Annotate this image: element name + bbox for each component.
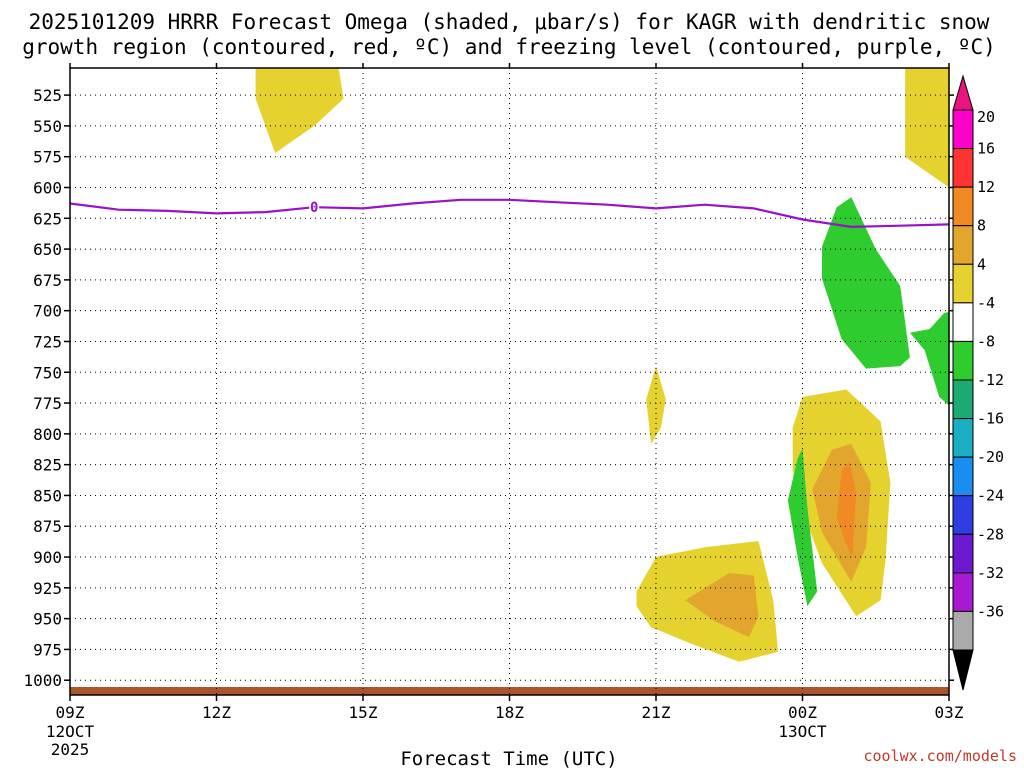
- x-tick-year-09Z: 2025: [51, 740, 90, 759]
- colorbar-swatch-3: [952, 225, 974, 265]
- colorbar-swatch-9: [952, 456, 974, 497]
- x-tick-label-03Z: 03Z: [935, 703, 964, 722]
- omega-negative-region-2: [787, 448, 818, 607]
- plot-area: 0 525 550 575 600 625 650 675 700 725 750 775 800 825…: [23, 63, 964, 759]
- x-tick-label-15Z: 15Z: [349, 703, 378, 722]
- freezing-level-line: [69, 198, 950, 229]
- colorbar-top-arrow: [952, 74, 974, 111]
- y-tick-label-550: 550: [33, 117, 62, 136]
- x-axis-label: Forecast Time (UTC): [400, 748, 617, 768]
- y-tick-label-725: 725: [33, 332, 62, 351]
- colorbar-label-10: -24: [977, 487, 1004, 505]
- omega-positive-region-4: [685, 573, 759, 638]
- colorbar-swatch-11: [952, 533, 974, 574]
- x-tick-label-21Z: 21Z: [642, 703, 671, 722]
- colorbar-label-4: 4: [977, 255, 986, 273]
- omega-positive-region-1: [905, 68, 949, 188]
- colorbar-label-0: 20: [977, 108, 995, 126]
- y-tick-label-900: 900: [33, 548, 62, 567]
- plot-frame: [69, 67, 950, 696]
- chart-title-line-1: 2025101209 HRRR Forecast Omega (shaded, …: [29, 10, 990, 34]
- colorbar-label-7: -12: [977, 371, 1004, 389]
- y-tick-label-825: 825: [33, 456, 62, 475]
- colorbar-swatch-5: [952, 302, 974, 342]
- y-tick-label-675: 675: [33, 271, 62, 290]
- y-tick-label-875: 875: [33, 517, 62, 536]
- colorbar-label-13: -36: [977, 602, 1004, 620]
- y-tick-label-650: 650: [33, 240, 62, 259]
- colorbar-label-2: 12: [977, 178, 995, 196]
- colorbar-label-6: -8: [977, 332, 995, 350]
- x-tick-date-00Z: 13OCT: [778, 722, 827, 741]
- x-tick-date-09Z: 12OCT: [46, 722, 95, 741]
- y-tick-label-750: 750: [33, 363, 62, 382]
- y-tick-label-800: 800: [33, 425, 62, 444]
- colorbar-swatch-12: [952, 572, 974, 612]
- colorbar-swatch-2: [952, 186, 974, 227]
- y-tick-label-1000: 1000: [23, 671, 62, 690]
- colorbar-label-9: -20: [977, 448, 1004, 466]
- chart-title-line-2: growth region (contoured, red, ºC) and f…: [22, 35, 996, 59]
- colorbar-swatch-0: [952, 109, 974, 150]
- omega-positive-region-7: [836, 461, 857, 557]
- colorbar-bottom-arrow: [952, 649, 974, 691]
- colorbar-swatch-13: [952, 610, 974, 651]
- x-tick-label-12Z: 12Z: [202, 703, 231, 722]
- x-tick-label-00Z: 00Z: [788, 703, 817, 722]
- y-tick-label-925: 925: [33, 579, 62, 598]
- colorbar-label-3: 8: [977, 217, 986, 235]
- y-tick-label-700: 700: [33, 302, 62, 321]
- colorbar-swatch-10: [952, 495, 974, 535]
- colorbar-label-8: -16: [977, 410, 1004, 428]
- colorbar-swatch-7: [952, 379, 974, 420]
- omega-negative-region-0: [822, 197, 910, 369]
- ground-strip: [70, 687, 949, 695]
- freezing-level-label-bg: [309, 200, 320, 215]
- colorbar: 20 16 12 8 4 -4 -8 -12 -16 -20 -24 -28 -32 -36: [952, 74, 1004, 691]
- colorbar-swatch-4: [952, 263, 974, 304]
- y-tick-label-950: 950: [33, 610, 62, 629]
- colorbar-label-11: -28: [977, 525, 1004, 543]
- omega-positive-region-0: [255, 68, 344, 153]
- y-tick-label-850: 850: [33, 486, 62, 505]
- y-tick-label-525: 525: [33, 86, 62, 105]
- y-tick-label-975: 975: [33, 640, 62, 659]
- y-tick-label-625: 625: [33, 209, 62, 228]
- colorbar-label-12: -32: [977, 564, 1004, 582]
- y-tick-label-600: 600: [33, 178, 62, 197]
- x-tick-label-09Z: 09Z: [56, 703, 85, 722]
- y-tick-label-575: 575: [33, 148, 62, 167]
- omega-positive-region-2: [646, 366, 666, 444]
- colorbar-swatch-6: [952, 340, 974, 381]
- omega-negative-region-1: [909, 311, 949, 406]
- y-tick-label-775: 775: [33, 394, 62, 413]
- colorbar-label-1: 16: [977, 140, 995, 158]
- credit-text: coolwx.com/models: [863, 747, 1017, 765]
- freezing-level-label: 0: [310, 200, 318, 216]
- colorbar-swatch-8: [952, 418, 974, 458]
- x-tick-label-18Z: 18Z: [495, 703, 524, 722]
- colorbar-swatch-1: [952, 148, 974, 188]
- colorbar-label-5: -4: [977, 294, 995, 312]
